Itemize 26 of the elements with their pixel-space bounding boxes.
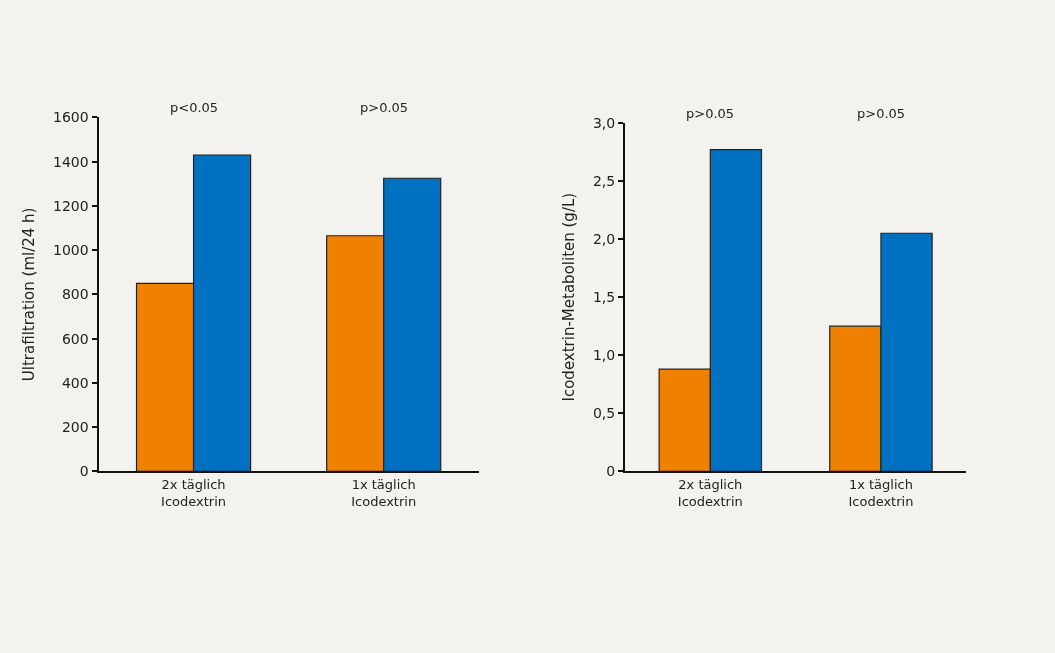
y-tick-label: 1,5 — [592, 289, 616, 306]
text: p>0.05 — [686, 106, 735, 121]
y-tick-label: 1,0 — [592, 347, 616, 364]
y-tick-label: 2,0 — [592, 230, 616, 247]
x-tick-label: 2x täglich Icodextrin — [677, 476, 743, 509]
y-tick-label: 3,0 — [592, 114, 616, 131]
y-tick-label: 800 — [61, 286, 89, 303]
text: p<0.05 — [170, 100, 219, 115]
x-tick-label: 1x täglich Icodextrin — [848, 476, 914, 509]
y-axis-title: Ultrafiltration (ml/24 h) — [19, 207, 38, 382]
y-axis-title: Icodextrin-Metaboliten (g/L) — [559, 192, 578, 402]
text: p>0.05 — [857, 106, 906, 121]
y-tick-label: 1600 — [53, 109, 89, 126]
y-tick-label: 600 — [61, 330, 89, 347]
y-tick-label: 1200 — [53, 197, 89, 214]
y-tick-label: 2,5 — [592, 172, 616, 189]
y-tick-label: 1400 — [53, 153, 89, 170]
y-tick-label: 0 — [79, 463, 89, 480]
x-tick-label: 2x täglich Icodextrin — [161, 476, 227, 509]
x-tick-label: 1x täglich Icodextrin — [351, 476, 417, 509]
y-tick-label: 200 — [61, 419, 89, 435]
y-tick-label: 0,5 — [592, 405, 616, 422]
y-tick-label: 400 — [61, 374, 89, 391]
y-tick-label: 1000 — [53, 242, 89, 259]
y-tick-label: 0 — [606, 463, 616, 480]
text: p>0.05 — [360, 100, 409, 115]
